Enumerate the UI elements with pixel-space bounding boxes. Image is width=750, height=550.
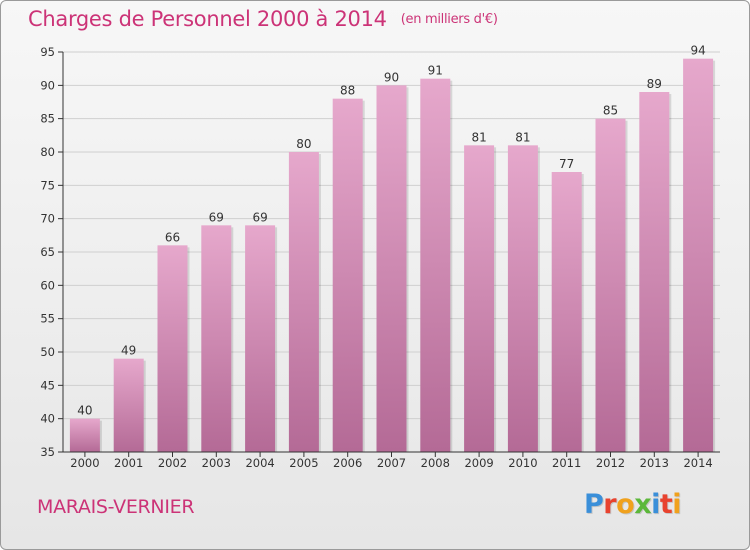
- axes: [58, 51, 720, 457]
- bar-2006: [332, 98, 363, 453]
- chart-unit: (en milliers d'€): [400, 12, 498, 27]
- x-tick-label: 2006: [333, 456, 362, 470]
- x-tick-label: 2007: [377, 456, 406, 470]
- logo-letter: P: [584, 489, 604, 520]
- y-tick-label: 35: [40, 445, 55, 459]
- bar-2009: [464, 145, 495, 453]
- logo-letter: t: [659, 489, 673, 520]
- chart-title: Charges de Personnel 2000 à 2014 (en mill…: [28, 7, 498, 31]
- bar-2008: [420, 78, 451, 453]
- labels: 35 40 45 50 55 60 65 70 75 80 85 90 95 2000 40 2001 49 20…: [40, 44, 712, 470]
- value-label: 81: [515, 130, 530, 144]
- x-tick-label: 2001: [114, 456, 143, 470]
- x-tick-label: 2014: [683, 456, 712, 470]
- logo-letter: i: [651, 489, 660, 520]
- value-label: 80: [296, 137, 311, 151]
- value-label: 49: [121, 344, 136, 358]
- logo-letter: i: [672, 489, 682, 520]
- value-label: 66: [165, 230, 180, 244]
- proxiti-logo: Proxiti: [584, 489, 682, 520]
- value-label: 69: [252, 210, 267, 224]
- x-tick-label: 2008: [421, 456, 450, 470]
- value-label: 94: [690, 44, 705, 58]
- x-tick-label: 2010: [508, 456, 537, 470]
- x-tick-label: 2013: [640, 456, 669, 470]
- x-tick-label: 2004: [245, 456, 274, 470]
- y-tick-label: 85: [40, 112, 55, 126]
- value-label: 89: [647, 77, 662, 91]
- value-label: 85: [603, 104, 618, 118]
- x-tick-label: 2012: [596, 456, 625, 470]
- y-tick-label: 80: [40, 145, 55, 159]
- chart-title-text: Charges de Personnel 2000 à 2014: [28, 7, 387, 31]
- bar-2002: [157, 245, 188, 452]
- bar-2011: [551, 172, 582, 452]
- bar-2012: [595, 118, 626, 453]
- bars: [69, 58, 716, 453]
- y-tick-label: 45: [40, 378, 55, 392]
- x-tick-label: 2011: [552, 456, 581, 470]
- bar-2001: [113, 358, 144, 452]
- y-tick-label: 75: [40, 178, 55, 192]
- y-tick-label: 90: [40, 78, 55, 92]
- y-tick-label: 95: [40, 45, 55, 59]
- logo-letter: r: [603, 489, 617, 520]
- bar-2005: [288, 152, 319, 452]
- value-label: 40: [77, 404, 92, 418]
- y-tick-label: 65: [40, 245, 55, 259]
- x-tick-label: 2009: [464, 456, 493, 470]
- bar-2004: [245, 225, 276, 452]
- value-label: 81: [471, 130, 486, 144]
- commune-name: MARAIS-VERNIER: [37, 496, 195, 518]
- bar-2007: [376, 85, 407, 452]
- x-tick-label: 2003: [202, 456, 231, 470]
- bar-2013: [639, 92, 670, 452]
- value-label: 88: [340, 84, 355, 98]
- x-tick-label: 2000: [70, 456, 99, 470]
- bar-2010: [507, 145, 538, 453]
- y-tick-label: 55: [40, 312, 55, 326]
- value-label: 91: [428, 64, 443, 78]
- value-label: 77: [559, 157, 574, 171]
- bar-2000: [69, 418, 100, 452]
- y-tick-label: 50: [40, 345, 55, 359]
- y-tick-label: 70: [40, 212, 55, 226]
- value-label: 90: [384, 70, 399, 84]
- value-label: 69: [209, 210, 224, 224]
- logo-letter: o: [616, 489, 635, 520]
- x-tick-label: 2002: [158, 456, 187, 470]
- x-tick-label: 2005: [289, 456, 318, 470]
- logo-letter: x: [634, 489, 652, 520]
- y-tick-label: 40: [40, 412, 55, 426]
- y-tick-label: 60: [40, 278, 55, 292]
- bar-2014: [683, 58, 714, 453]
- bar-2003: [201, 225, 232, 452]
